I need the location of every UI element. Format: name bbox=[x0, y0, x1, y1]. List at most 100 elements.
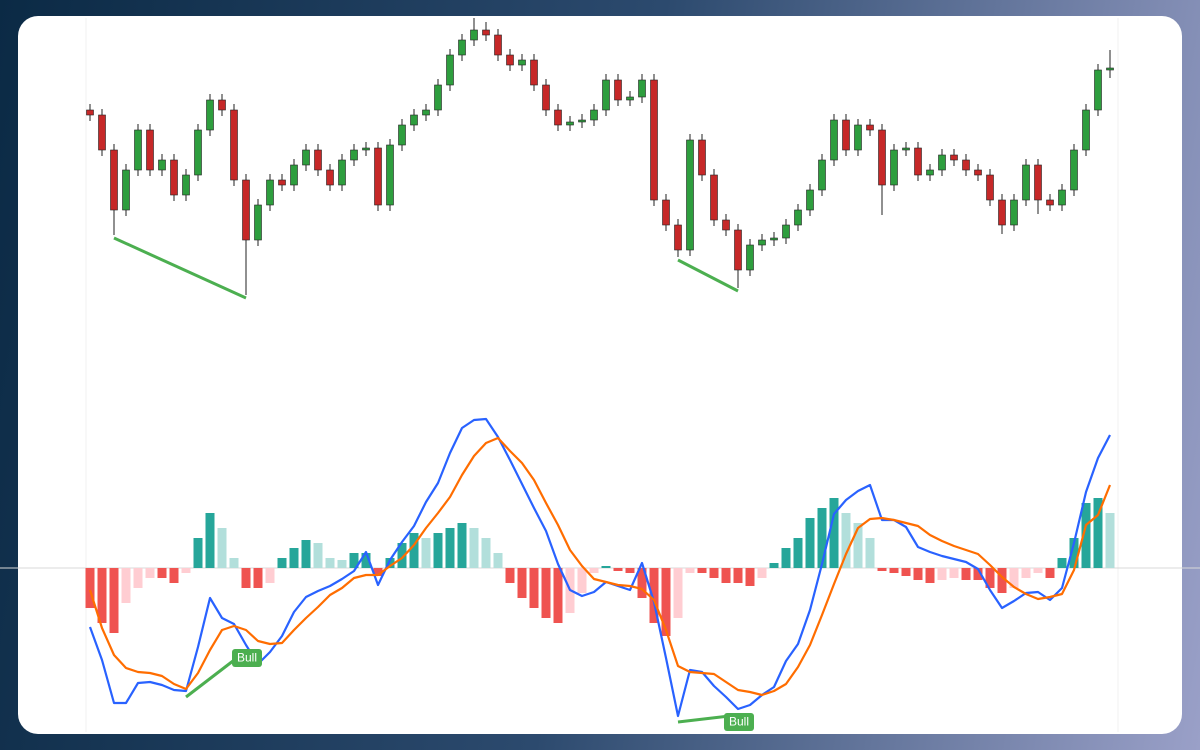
candle bbox=[470, 18, 478, 46]
candle-body bbox=[458, 39, 466, 56]
histogram-bar bbox=[409, 533, 419, 568]
candle-body bbox=[698, 139, 706, 176]
candle-body bbox=[302, 149, 310, 166]
candle-body bbox=[338, 159, 346, 186]
candle bbox=[566, 116, 574, 131]
histogram-bar bbox=[877, 568, 887, 571]
histogram-bar bbox=[769, 563, 779, 568]
annotation-box bbox=[232, 649, 262, 667]
histogram-bar bbox=[829, 498, 839, 568]
candle bbox=[122, 164, 130, 216]
candle bbox=[206, 94, 214, 136]
histogram-bar bbox=[1069, 538, 1079, 568]
candle-body bbox=[782, 224, 790, 239]
histogram-bar bbox=[193, 538, 203, 568]
candle bbox=[158, 154, 166, 176]
candle-body bbox=[506, 54, 514, 66]
histogram-bar bbox=[649, 568, 659, 623]
candle-body bbox=[734, 229, 742, 271]
candle bbox=[1082, 104, 1090, 156]
candle bbox=[278, 174, 286, 191]
histogram-bar bbox=[661, 568, 671, 636]
candle bbox=[542, 79, 550, 116]
candle-body bbox=[854, 124, 862, 151]
candle-body bbox=[806, 189, 814, 211]
histogram-bar bbox=[721, 568, 731, 583]
candle-body bbox=[626, 96, 634, 101]
candle-body bbox=[350, 149, 358, 161]
candle-body bbox=[1010, 199, 1018, 226]
candle-body bbox=[194, 129, 202, 176]
candle-body bbox=[770, 237, 778, 241]
histogram-bar bbox=[541, 568, 551, 618]
candle bbox=[146, 124, 154, 176]
histogram-bar bbox=[373, 568, 383, 576]
candle-body bbox=[974, 169, 982, 176]
candle-body bbox=[590, 109, 598, 121]
candle bbox=[362, 142, 370, 156]
candle-body bbox=[818, 159, 826, 191]
histogram-bar bbox=[805, 518, 815, 568]
candle-body bbox=[398, 124, 406, 146]
candle bbox=[746, 239, 754, 276]
histogram-bar bbox=[985, 568, 995, 588]
candle-body bbox=[878, 129, 886, 186]
candle-body bbox=[1034, 164, 1042, 201]
candle bbox=[446, 49, 454, 91]
candle-body bbox=[842, 119, 850, 151]
histogram-bar bbox=[901, 568, 911, 576]
candle-body bbox=[110, 149, 118, 211]
histogram-bar bbox=[781, 548, 791, 568]
candle-body bbox=[146, 129, 154, 171]
candle-body bbox=[602, 79, 610, 111]
candle-body bbox=[950, 154, 958, 161]
candle-body bbox=[530, 59, 538, 86]
candle bbox=[170, 154, 178, 201]
histogram-bar bbox=[913, 568, 923, 580]
histogram-bar bbox=[109, 568, 119, 633]
histogram-bar bbox=[697, 568, 707, 573]
histogram-bar bbox=[1009, 568, 1019, 588]
candle bbox=[494, 29, 502, 61]
histogram-bar bbox=[253, 568, 263, 588]
candle bbox=[326, 164, 334, 191]
histogram-bar bbox=[1033, 568, 1043, 573]
candle bbox=[770, 232, 778, 246]
candle bbox=[1106, 50, 1114, 78]
histogram-bar bbox=[1093, 498, 1103, 568]
candle-body bbox=[650, 79, 658, 201]
histogram-bar bbox=[1021, 568, 1031, 578]
candle bbox=[866, 119, 874, 136]
candle-body bbox=[914, 147, 922, 176]
candle-body bbox=[518, 59, 526, 66]
candle bbox=[518, 54, 526, 71]
candle bbox=[506, 49, 514, 71]
candle bbox=[1070, 144, 1078, 196]
candle bbox=[842, 114, 850, 156]
candle bbox=[806, 184, 814, 216]
histogram-bar bbox=[529, 568, 539, 608]
candle-body bbox=[902, 147, 910, 151]
histogram-bar bbox=[973, 568, 983, 580]
histogram-bar bbox=[889, 568, 899, 573]
histogram-bar bbox=[613, 568, 623, 571]
candle-body bbox=[218, 99, 226, 111]
histogram-bar bbox=[349, 553, 359, 568]
candle bbox=[266, 174, 274, 211]
candle bbox=[302, 144, 310, 171]
candle-body bbox=[386, 144, 394, 206]
candle bbox=[674, 219, 682, 257]
candle-body bbox=[758, 239, 766, 246]
histogram-bar bbox=[961, 568, 971, 580]
histogram-bar bbox=[169, 568, 179, 583]
candle-body bbox=[938, 154, 946, 171]
histogram-bar bbox=[841, 513, 851, 568]
candle bbox=[242, 174, 250, 295]
candle-body bbox=[170, 159, 178, 196]
candle-body bbox=[122, 169, 130, 211]
histogram-bar bbox=[937, 568, 947, 580]
chart-card bbox=[18, 16, 1182, 734]
candle-body bbox=[134, 129, 142, 171]
